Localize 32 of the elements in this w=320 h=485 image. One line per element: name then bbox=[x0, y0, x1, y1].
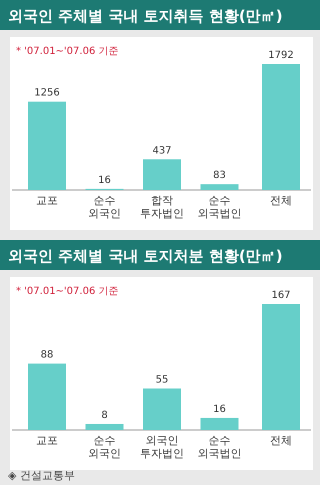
data-label: 16 bbox=[98, 174, 111, 186]
x-tick-label: 교포 bbox=[36, 434, 58, 447]
text: ◈ 건설교통부 bbox=[8, 469, 75, 482]
x-tick-label: 외국인 투자법인 bbox=[140, 434, 184, 460]
data-label: 1792 bbox=[268, 50, 294, 61]
chart-title: 외국인 주체별 국내 토지처분 현황(만㎡) bbox=[8, 247, 283, 265]
x-tick-label: 순수 외국인 bbox=[88, 194, 121, 220]
bar bbox=[28, 102, 66, 190]
data-label: 167 bbox=[271, 290, 291, 301]
data-label: 8 bbox=[101, 410, 108, 421]
x-tick-label: 순수 외국법인 bbox=[198, 434, 242, 460]
bar bbox=[28, 364, 66, 430]
x-tick-label: 교포 bbox=[36, 194, 58, 207]
x-tick-label: 전체 bbox=[270, 434, 292, 447]
data-label: 437 bbox=[152, 145, 172, 156]
bar bbox=[200, 418, 238, 430]
data-label: 83 bbox=[213, 170, 226, 182]
text: * '07.01~'07.06 기준 bbox=[16, 286, 118, 297]
bar bbox=[86, 424, 124, 430]
x-tick-label: 순수 외국인 bbox=[88, 434, 121, 460]
chart-title: 외국인 주체별 국내 토지취득 현황(만㎡) bbox=[8, 7, 283, 25]
x-tick-label: 합작 투자법인 bbox=[140, 194, 184, 220]
bar bbox=[143, 388, 181, 430]
x-tick-label: 전체 bbox=[270, 194, 292, 207]
data-label: 55 bbox=[156, 374, 168, 386]
data-label: 1256 bbox=[34, 88, 60, 99]
data-label: 16 bbox=[213, 404, 226, 415]
data-label: 88 bbox=[40, 350, 54, 361]
x-tick-label: 순수 외국법인 bbox=[198, 194, 242, 220]
bar bbox=[143, 159, 181, 190]
bar bbox=[200, 184, 238, 190]
text: * '07.01~'07.06 기준 bbox=[16, 46, 118, 57]
